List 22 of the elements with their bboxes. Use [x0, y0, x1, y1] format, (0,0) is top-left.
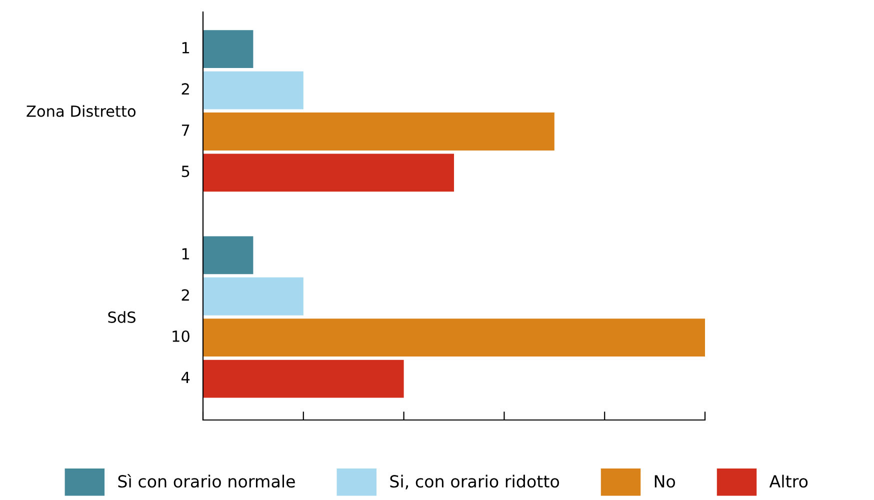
y-tick-label: Zona Distretto — [26, 105, 136, 117]
legend-label: Si, con orario ridotto — [390, 474, 560, 490]
bar — [203, 71, 304, 110]
data-label: 5 — [182, 166, 190, 178]
data-label: 2 — [182, 83, 189, 95]
data-label: 7 — [182, 124, 190, 136]
legend-label: Altro — [769, 474, 808, 488]
data-label: 4 — [181, 372, 190, 384]
bar — [203, 154, 454, 192]
bar — [203, 236, 254, 274]
bar — [203, 30, 254, 68]
legend-label: Sì con orario normale — [118, 474, 295, 488]
legend-label: No — [654, 475, 676, 488]
bar — [203, 112, 554, 150]
data-label: 1 — [182, 42, 190, 54]
bar — [203, 277, 304, 316]
data-label: 1 — [182, 248, 190, 260]
bar — [203, 360, 404, 398]
y-tick-label: SdS — [108, 311, 136, 323]
data-label: 2 — [182, 289, 189, 301]
data-label: 10 — [172, 330, 190, 342]
bar — [203, 318, 705, 357]
